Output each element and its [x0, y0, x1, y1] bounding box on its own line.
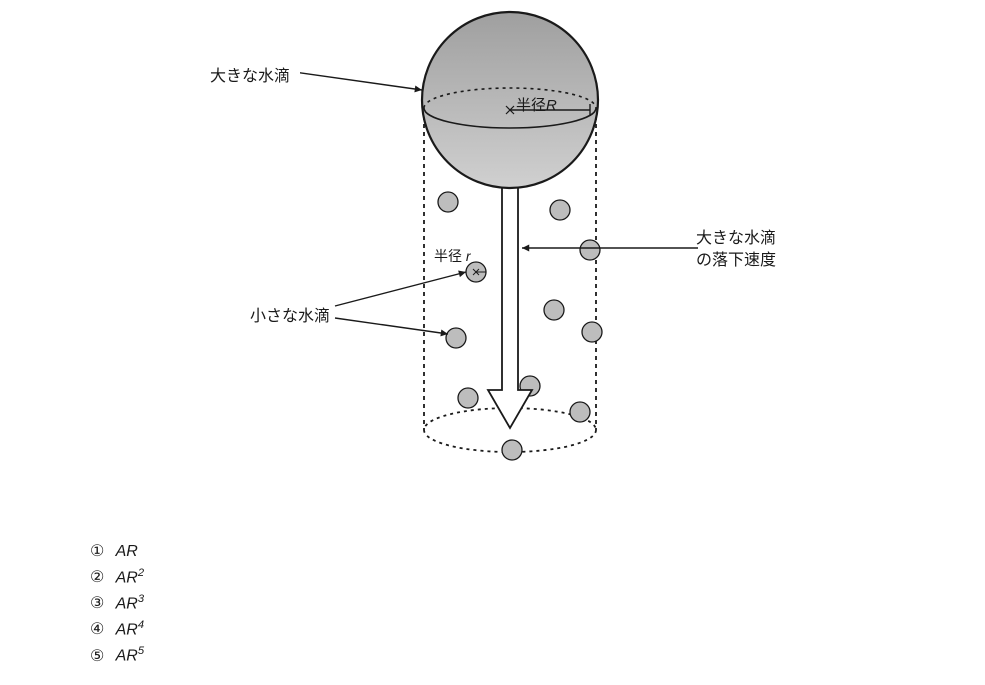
label-fall-speed-line2: の落下速度	[696, 246, 776, 270]
small-drop	[446, 328, 466, 348]
small-drop	[550, 200, 570, 220]
label-radius-r: 半径 r	[434, 246, 471, 266]
small-drop	[582, 322, 602, 342]
option-number: ①	[90, 540, 116, 565]
answer-option: ①AR	[90, 540, 144, 565]
answer-option: ⑤AR5	[90, 643, 144, 669]
small-drop	[438, 192, 458, 212]
diagram-svg	[300, 10, 720, 510]
option-number: ⑤	[90, 645, 116, 670]
small-drop	[544, 300, 564, 320]
label-fall-speed-line1: 大きな水滴	[696, 224, 776, 248]
option-number: ④	[90, 618, 116, 643]
answer-option: ③AR3	[90, 591, 144, 617]
small-drop	[570, 402, 590, 422]
answer-options: ①AR②AR2③AR3④AR4⑤AR5	[90, 540, 144, 669]
option-number: ③	[90, 592, 116, 617]
label-radius-r-var: r	[466, 248, 471, 264]
label-radius-R-var: R	[546, 97, 557, 114]
small-drop	[502, 440, 522, 460]
label-big-drop: 大きな水滴	[210, 62, 290, 86]
option-expression: AR2	[116, 565, 144, 591]
option-expression: AR5	[116, 643, 144, 669]
option-number: ②	[90, 566, 116, 591]
label-radius-r-prefix: 半径	[434, 248, 462, 264]
answer-option: ②AR2	[90, 565, 144, 591]
big-drop-sphere	[422, 12, 598, 188]
small-drop	[580, 240, 600, 260]
answer-option: ④AR4	[90, 617, 144, 643]
label-radius-R: 半径R	[516, 94, 557, 115]
small-drop	[458, 388, 478, 408]
pointer-small-drop-a	[335, 272, 466, 306]
option-expression: AR	[116, 540, 138, 565]
label-small-drop: 小さな水滴	[250, 302, 330, 326]
page-root: 大きな水滴 半径R 半径 r 小さな水滴 大きな水滴 の落下速度 ①AR②AR2…	[0, 0, 985, 685]
falling-drop-diagram: 大きな水滴 半径R 半径 r 小さな水滴 大きな水滴 の落下速度	[300, 10, 720, 510]
label-radius-R-prefix: 半径	[516, 97, 546, 114]
option-expression: AR4	[116, 617, 144, 643]
pointer-big-drop	[300, 72, 422, 90]
pointer-small-drop-b	[335, 318, 448, 334]
option-expression: AR3	[116, 591, 144, 617]
